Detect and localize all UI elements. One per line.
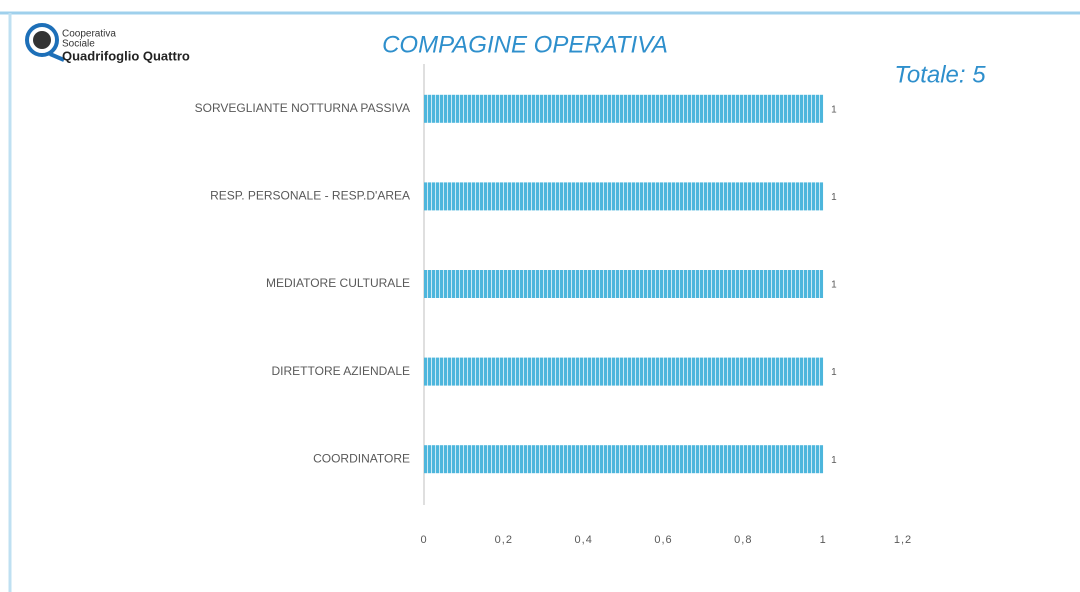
x-tick-label: 0,8	[734, 534, 752, 546]
bar	[424, 270, 824, 298]
y-tick-label: RESP. PERSONALE - RESP.D'AREA	[210, 189, 410, 203]
logo-text: Cooperativa	[62, 29, 116, 40]
annotation: Totale: 5	[894, 61, 986, 88]
x-tick-label: 0,6	[654, 534, 672, 546]
y-tick-label: MEDIATORE CULTURALE	[266, 276, 410, 290]
bar	[424, 182, 824, 211]
data-label: 1	[831, 280, 837, 291]
y-tick-label: DIRETTORE AZIENDALE	[272, 364, 410, 378]
logo-text: Sociale	[62, 39, 95, 50]
logo-text: Quadrifoglio Quattro	[62, 48, 190, 63]
x-tick-label: 1	[820, 534, 827, 546]
x-tick-label: 0,4	[575, 534, 593, 546]
logo-icon	[33, 31, 51, 49]
y-tick-label: COORDINATORE	[313, 451, 410, 465]
x-tick-label: 0,2	[495, 534, 513, 546]
logo: Cooperativa Sociale Quadrifoglio Quattro	[25, 23, 190, 63]
bar	[424, 357, 824, 386]
chart-title: COMPAGINE OPERATIVA	[382, 31, 668, 58]
data-label: 1	[831, 367, 837, 378]
data-label: 1	[831, 192, 837, 203]
x-tick-label: 0	[420, 534, 427, 546]
y-tick-label: SORVEGLIANTE NOTTURNA PASSIVA	[195, 101, 410, 115]
bar	[424, 94, 824, 123]
bar	[424, 445, 824, 474]
data-label: 1	[831, 455, 837, 466]
data-label: 1	[831, 104, 837, 115]
x-tick-label: 1,2	[894, 534, 912, 546]
logo-tail	[49, 52, 65, 62]
